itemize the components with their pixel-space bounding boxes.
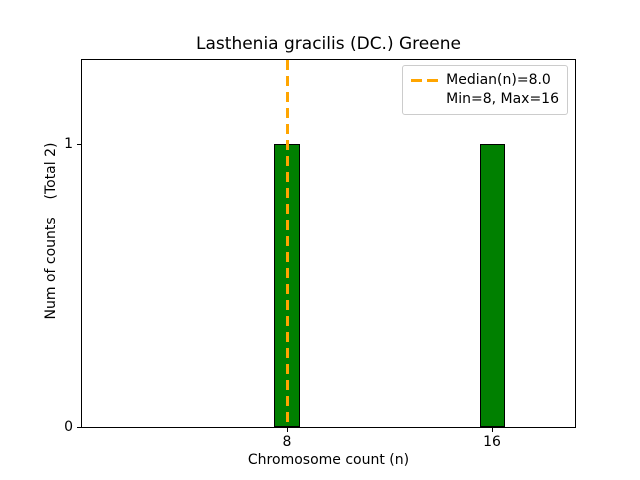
x-tick-label: 16 [483,434,501,450]
median-dashed-line-icon [411,79,439,82]
x-tick-mark [492,428,493,432]
y-tick-label: 0 [64,419,73,435]
legend-label-minmax: Min=8, Max=16 [446,91,559,107]
y-axis-label: Num of counts (Total 2) [43,142,59,320]
bar-n16 [479,143,506,427]
x-axis-label: Chromosome count (n) [247,452,410,468]
plot-area: Median(n)=8.0 Min=8, Max=16 [81,59,576,428]
x-tick-mark [287,428,288,432]
y-tick-mark [77,144,81,145]
legend: Median(n)=8.0 Min=8, Max=16 [402,65,568,115]
y-tick-label: 1 [64,136,73,152]
chart-title: Lasthenia gracilis (DC.) Greene [196,34,461,54]
median-line [285,60,289,427]
x-tick-label: 8 [282,434,292,450]
y-tick-mark [77,427,81,428]
legend-empty-marker [411,98,438,101]
legend-entry-median: Median(n)=8.0 [411,71,559,90]
legend-label-median: Median(n)=8.0 [446,72,551,88]
legend-entry-minmax: Min=8, Max=16 [411,90,559,109]
